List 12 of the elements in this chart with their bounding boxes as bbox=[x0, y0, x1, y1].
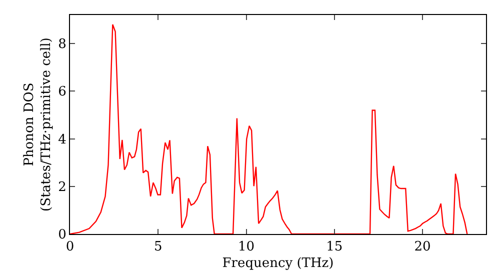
y-tick-label: 2 bbox=[58, 180, 66, 195]
line-series bbox=[70, 24, 468, 234]
x-tick-label: 10 bbox=[238, 240, 255, 255]
x-tick-label: 15 bbox=[326, 240, 343, 255]
y-axis-title: Phonon DOS (States/THz·primitive cell) bbox=[22, 37, 54, 212]
x-axis-title: Frequency (THz) bbox=[222, 256, 334, 272]
y-tick-label: 0 bbox=[58, 228, 66, 243]
x-tick-label: 20 bbox=[414, 240, 431, 255]
x-tick-label: 5 bbox=[154, 240, 162, 255]
y-tick-label: 4 bbox=[58, 132, 66, 148]
y-tick-label: 8 bbox=[58, 37, 66, 52]
y-tick-label: 6 bbox=[58, 84, 66, 100]
